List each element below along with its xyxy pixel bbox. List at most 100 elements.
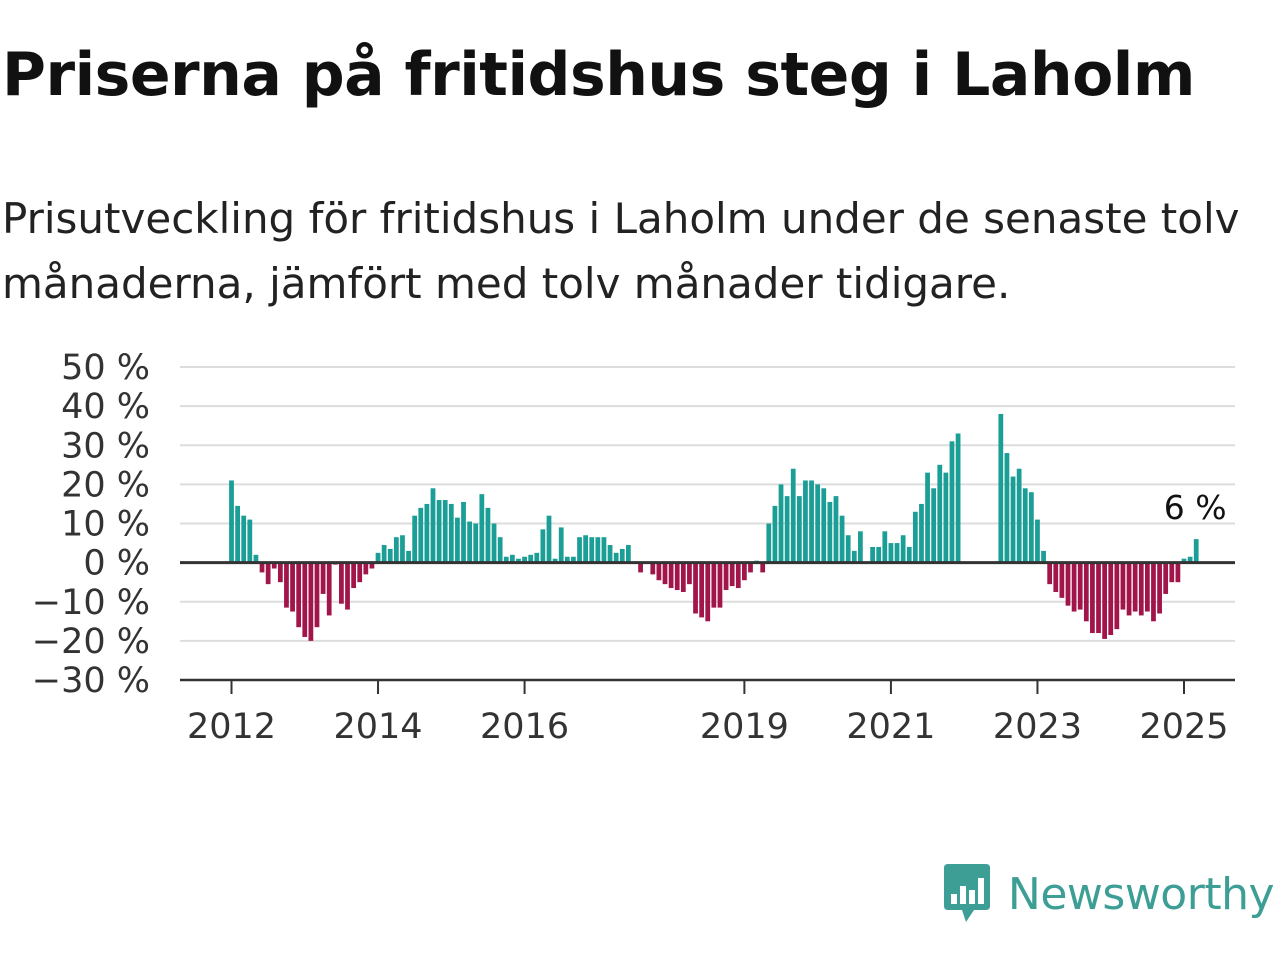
y-tick-label: −20 % (32, 622, 150, 662)
x-axis-labels: 2012 2014 2016 2019 2021 2023 2025 (187, 707, 1229, 747)
bar (442, 500, 448, 563)
bar (784, 496, 790, 563)
bar (369, 562, 375, 569)
bar (534, 552, 540, 563)
bar (809, 480, 814, 563)
y-tick-label: 40 % (61, 387, 150, 427)
bar (760, 562, 766, 573)
bar (1126, 562, 1132, 616)
last-value-label: 6 % (1164, 488, 1227, 527)
bar (937, 464, 943, 563)
bar (406, 550, 411, 563)
bar (919, 503, 924, 563)
bar (1053, 562, 1059, 592)
bar (858, 531, 863, 563)
bar (509, 554, 515, 563)
bar (430, 488, 436, 563)
bar (674, 562, 680, 591)
bar (552, 558, 558, 563)
bar (503, 556, 509, 563)
bar (1114, 562, 1120, 630)
bar (418, 507, 424, 563)
bar (693, 562, 698, 614)
bar (589, 537, 595, 563)
bar (363, 562, 369, 575)
bar (467, 521, 473, 563)
brand-name: Newsworthy (1007, 868, 1275, 920)
bar (400, 535, 405, 563)
bar (748, 562, 753, 573)
bar (662, 562, 668, 585)
x-tick-label: 2012 (187, 707, 276, 747)
bar (925, 472, 930, 563)
bar (796, 496, 802, 563)
bar (351, 562, 356, 589)
bar (711, 562, 717, 608)
bar (558, 527, 564, 563)
bar (296, 562, 302, 628)
bar (455, 517, 460, 563)
y-axis-labels: 50 %40 %30 %20 %10 %0 %−10 %−20 %−30 % (32, 348, 150, 701)
bar (955, 433, 961, 563)
bar (387, 548, 393, 563)
bar (601, 537, 607, 563)
bar (1041, 550, 1046, 563)
bar (833, 496, 839, 563)
bar (497, 537, 503, 563)
bar (650, 562, 656, 575)
bar (461, 501, 466, 563)
bar (1169, 562, 1175, 583)
bar (705, 562, 711, 622)
bar (619, 548, 625, 563)
bar (241, 515, 247, 563)
x-tick-label: 2025 (1139, 707, 1228, 747)
bar (1022, 488, 1028, 563)
bar (1083, 562, 1089, 622)
bar (1004, 453, 1010, 563)
bar (522, 556, 527, 563)
bar (1077, 562, 1083, 610)
bar (998, 413, 1004, 563)
bar (595, 537, 601, 563)
bar (308, 562, 314, 641)
bar (1035, 519, 1040, 563)
bar (284, 562, 289, 608)
x-tick-label: 2021 (846, 707, 935, 747)
bar (1193, 539, 1199, 563)
bar (772, 505, 778, 563)
bar-chart: 50 %40 %30 %20 %10 %0 %−10 %−20 %−30 % 2… (32, 348, 1235, 747)
bar (424, 503, 430, 563)
bar (815, 484, 821, 563)
bar (290, 562, 295, 612)
bar (1181, 558, 1187, 563)
x-tick-label: 2023 (993, 707, 1082, 747)
bar (1132, 562, 1138, 612)
bar (821, 488, 827, 563)
bar (1102, 562, 1108, 639)
bar (302, 562, 308, 637)
y-tick-label: 50 % (61, 348, 150, 388)
bar (680, 562, 686, 592)
bar (448, 503, 454, 563)
bar (894, 543, 900, 563)
bar (473, 523, 479, 563)
bar (1175, 562, 1181, 583)
bar (766, 523, 772, 563)
y-tick-label: 20 % (61, 465, 150, 505)
bar (906, 546, 912, 563)
bar (656, 562, 662, 581)
bar (1096, 562, 1101, 634)
bar (742, 562, 747, 581)
bar (1016, 468, 1022, 563)
bar (790, 468, 796, 563)
bar (1163, 562, 1169, 594)
x-tick-label: 2014 (333, 707, 422, 747)
bar (1059, 562, 1065, 598)
y-tick-label: 0 % (83, 544, 150, 584)
bar (485, 507, 491, 563)
bar (687, 562, 692, 585)
y-tick-label: 10 % (61, 505, 150, 545)
bar (625, 545, 631, 563)
x-tick-label: 2019 (700, 707, 789, 747)
bar (827, 501, 833, 563)
